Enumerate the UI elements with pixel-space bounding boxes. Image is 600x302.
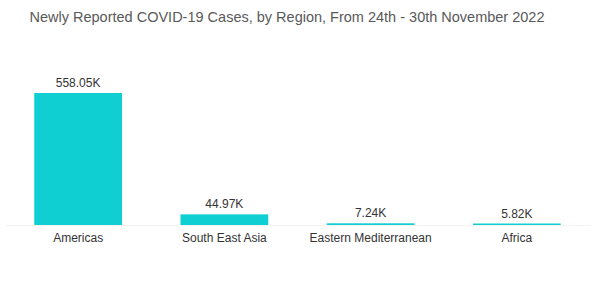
data-label: 558.05K [56,76,101,90]
data-label: 5.82K [501,207,532,221]
data-label: 44.97K [205,197,243,211]
bar [181,214,269,225]
x-tick-label: Africa [502,231,533,245]
bar [473,224,561,226]
x-tick-label: Americas [53,231,103,245]
x-tick: Americas [53,231,103,245]
x-axis-line [6,225,591,226]
chart: Newly Reported COVID-19 Cases, by Region… [0,0,600,302]
data-label: 7.24K [355,206,386,220]
x-tick: South East Asia [182,231,267,245]
x-tick-label: Eastern Mediterranean [310,231,432,245]
x-axis: Americas South East Asia Eastern Mediterra… [6,226,591,245]
data-labels: 558.05K 44.97K 7.24K 5.82K [56,76,533,221]
bar [34,93,122,225]
bars [34,93,561,225]
bar [327,223,415,225]
title: Newly Reported COVID-19 Cases, by Region… [30,9,545,25]
x-tick: Eastern Mediterranean [310,231,432,245]
x-tick-label: South East Asia [182,231,267,245]
x-tick: Africa [502,231,533,245]
